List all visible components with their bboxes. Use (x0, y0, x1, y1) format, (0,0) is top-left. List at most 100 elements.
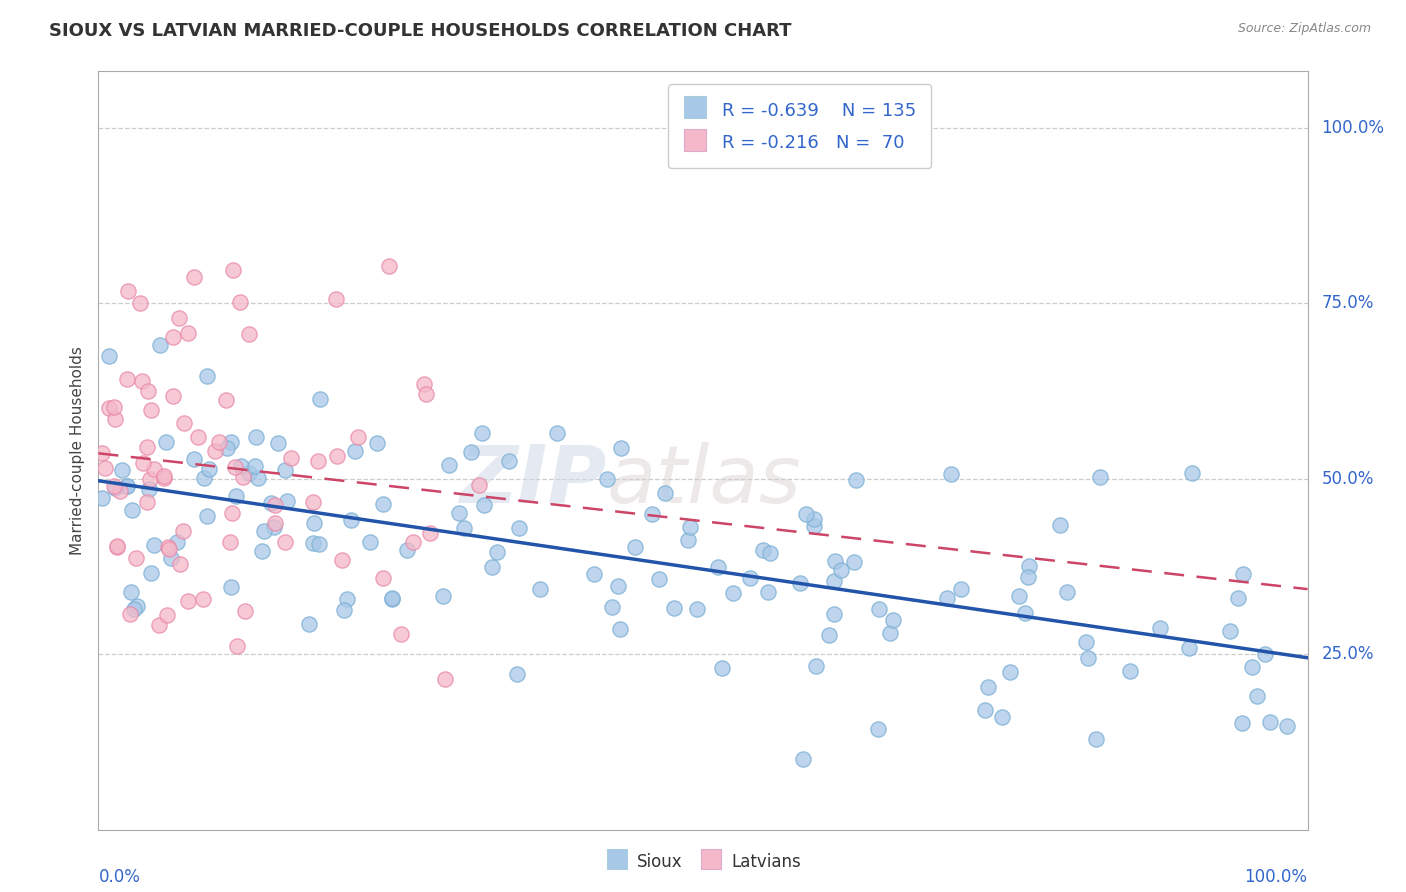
Point (221, 263, 243, 277)
Point (104, 411, 127, 425)
Point (117, 371, 139, 385)
Point (824, 554, 846, 568)
Legend: R = -0.639    N = 135, R = -0.216   N =  70: R = -0.639 N = 135, R = -0.216 N = 70 (668, 84, 931, 169)
Point (298, 616, 321, 631)
Point (98, 401, 121, 415)
Point (678, 520, 700, 534)
Point (326, 449, 349, 463)
Point (224, 460, 246, 475)
Point (654, 486, 676, 500)
Point (325, 292, 347, 306)
Point (267, 436, 290, 450)
Point (125, 599, 148, 613)
Point (792, 752, 814, 766)
Point (339, 513, 361, 527)
Text: 0.0%: 0.0% (98, 869, 141, 887)
Point (97, 349, 120, 363)
Point (142, 538, 165, 552)
Point (607, 579, 630, 593)
Point (330, 553, 353, 567)
Point (453, 521, 475, 535)
Point (333, 602, 356, 616)
Point (1056, 585, 1078, 599)
Point (1258, 715, 1281, 730)
Point (830, 563, 852, 577)
Point (153, 469, 176, 483)
Point (882, 614, 904, 628)
Point (128, 296, 150, 310)
Point (232, 470, 254, 484)
Point (103, 479, 125, 493)
Point (120, 584, 142, 599)
Text: 100.0%: 100.0% (1322, 119, 1385, 136)
Point (498, 453, 520, 467)
Point (263, 498, 285, 512)
Point (1049, 518, 1071, 533)
Point (176, 326, 198, 340)
Text: 50.0%: 50.0% (1322, 469, 1374, 488)
Point (105, 539, 128, 553)
Point (415, 387, 437, 401)
Point (195, 369, 218, 384)
Point (1226, 591, 1249, 605)
Point (1246, 690, 1268, 704)
Point (610, 441, 633, 455)
Point (153, 471, 176, 485)
Point (485, 545, 508, 559)
Point (678, 533, 700, 547)
Point (359, 535, 381, 549)
Text: 25.0%: 25.0% (1322, 645, 1374, 663)
Point (138, 472, 160, 486)
Point (245, 430, 267, 444)
Point (472, 498, 495, 512)
Point (166, 535, 188, 549)
Point (218, 535, 240, 549)
Point (105, 540, 128, 554)
Point (751, 542, 773, 557)
Point (936, 591, 959, 606)
Point (307, 454, 329, 468)
Point (197, 509, 219, 524)
Point (1230, 716, 1253, 731)
Point (711, 660, 734, 674)
Point (215, 442, 238, 456)
Point (215, 392, 238, 407)
Point (187, 430, 209, 444)
Point (623, 541, 645, 555)
Point (506, 666, 529, 681)
Point (1085, 731, 1108, 746)
Point (402, 535, 425, 549)
Text: SIOUX VS LATVIAN MARRIED-COUPLE HOUSEHOLDS CORRELATION CHART: SIOUX VS LATVIAN MARRIED-COUPLE HOUSEHOL… (49, 22, 792, 40)
Point (136, 495, 159, 509)
Point (136, 384, 159, 398)
Point (471, 426, 494, 441)
Point (111, 463, 134, 477)
Point (138, 483, 160, 497)
Point (1014, 607, 1036, 621)
Point (110, 483, 132, 498)
Point (225, 489, 247, 503)
Point (115, 479, 138, 493)
Point (309, 392, 332, 406)
Point (250, 544, 273, 558)
Point (204, 444, 226, 458)
Point (381, 591, 404, 605)
Point (183, 269, 205, 284)
Point (366, 435, 388, 450)
Point (1240, 660, 1263, 674)
Point (1119, 664, 1142, 678)
Point (1178, 640, 1201, 655)
Point (596, 472, 619, 486)
Point (104, 482, 127, 496)
Text: atlas: atlas (606, 442, 801, 520)
Point (794, 507, 817, 521)
Point (183, 451, 205, 466)
Point (131, 374, 153, 388)
Point (91, 491, 114, 506)
Point (973, 703, 995, 717)
Point (381, 592, 404, 607)
Point (758, 546, 780, 560)
Point (121, 503, 143, 517)
Point (336, 592, 359, 607)
Point (263, 520, 285, 534)
